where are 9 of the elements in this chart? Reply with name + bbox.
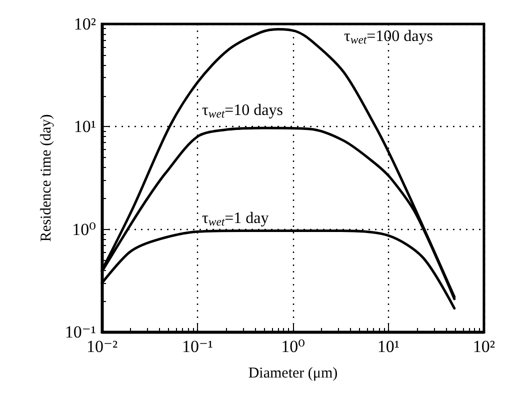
y-axis-title: Residence time (day) — [38, 114, 54, 242]
y-tick-label: 10² — [74, 14, 96, 34]
y-tick-label: 10¹ — [74, 117, 96, 136]
x-tick-label: 10¹ — [377, 337, 400, 356]
x-axis-title: Diameter (μm) — [248, 366, 338, 382]
x-tick-label: 10⁰ — [281, 337, 306, 356]
x-tick-label: 10² — [472, 337, 496, 356]
y-tick-label: 10⁰ — [72, 220, 96, 239]
x-tick-label: 10⁻¹ — [182, 337, 214, 356]
